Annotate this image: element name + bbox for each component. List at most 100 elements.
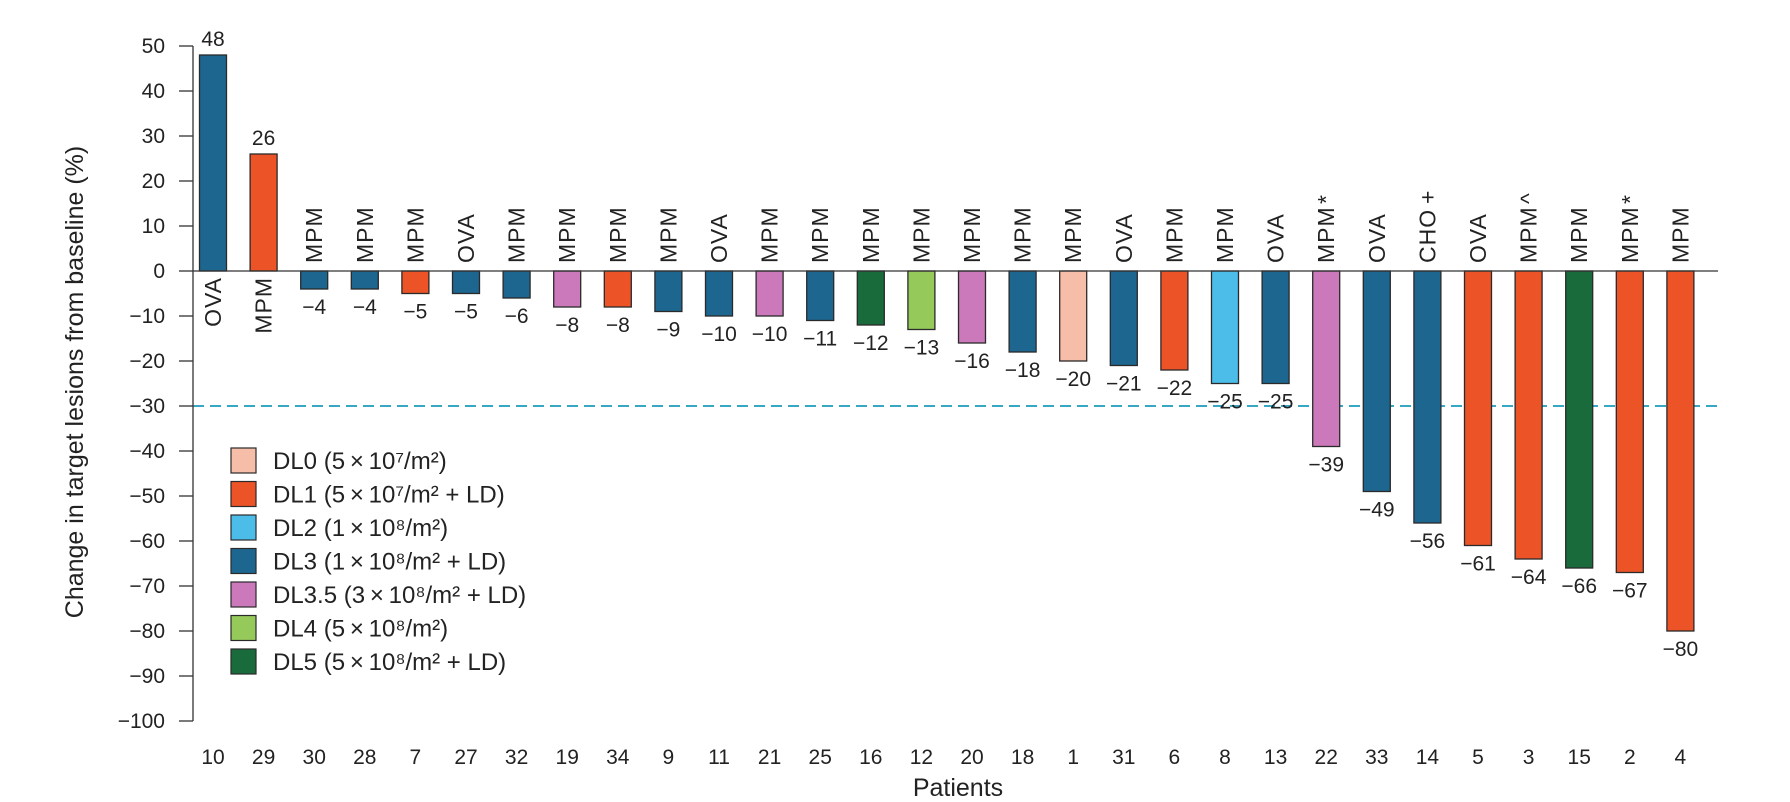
x-tick-label: 8 (1219, 746, 1231, 769)
x-tick-label: 34 (606, 746, 630, 769)
x-tick-label: 30 (303, 746, 326, 769)
y-tick-label: −90 (129, 665, 165, 688)
bar (1059, 270, 1088, 362)
x-tick-label: 11 (708, 746, 730, 769)
bar (704, 270, 734, 317)
data-label: −56 (1410, 530, 1446, 553)
tumor-type-label: MPM (1161, 206, 1187, 263)
bar (654, 270, 683, 313)
tumor-type-label: OVA (1364, 213, 1390, 263)
y-tick-label: 10 (142, 215, 165, 238)
y-tick-label: −10 (129, 305, 165, 328)
tumor-type-label: MPM (757, 206, 783, 263)
x-tick-label: 13 (1264, 746, 1287, 769)
tumor-type-label: OVA (1263, 213, 1289, 263)
significance-marker: + (1414, 190, 1440, 204)
x-tick-label: 20 (960, 746, 983, 769)
bar (1565, 270, 1594, 569)
tumor-type-label: MPM (301, 206, 327, 263)
bar (1160, 270, 1189, 371)
legend-label: DL1 (5 × 10⁷/m² + LD) (273, 482, 505, 509)
bar (451, 270, 481, 295)
x-tick-label: 5 (1472, 746, 1484, 769)
data-label: −10 (752, 323, 788, 346)
legend-swatch (230, 514, 257, 541)
bar (856, 270, 885, 326)
tumor-type-label: MPM (858, 206, 884, 263)
tumor-type-label: MPM (1212, 206, 1238, 263)
legend-swatch (230, 648, 257, 675)
data-label: −8 (555, 314, 579, 337)
significance-marker: * (1617, 194, 1643, 204)
bar (603, 270, 632, 308)
bar (502, 270, 531, 299)
y-tick-label: 0 (153, 260, 165, 283)
data-label: −18 (1005, 359, 1041, 382)
tumor-type-label: MPM (251, 277, 277, 334)
significance-marker: ^ (1516, 192, 1542, 204)
tumor-type-label: OVA (1111, 213, 1137, 263)
bar (755, 270, 784, 317)
legend: DL0 (5 × 10⁷/m²) DL1 (5 × 10⁷/m² + LD) DL2… (230, 447, 526, 676)
bar (1261, 270, 1290, 385)
data-label: −67 (1612, 580, 1648, 603)
tumor-type-label: MPM (1667, 206, 1693, 263)
data-label: −61 (1460, 553, 1496, 576)
x-tick-label: 18 (1011, 746, 1034, 769)
x-tick-label: 25 (809, 746, 832, 769)
legend-swatch (230, 447, 257, 474)
data-label: −16 (954, 350, 990, 373)
y-tick-label: −80 (129, 620, 165, 643)
data-label: 26 (252, 127, 275, 150)
legend-swatch (230, 581, 257, 608)
tumor-type-label: MPM (1617, 206, 1643, 263)
tumor-type-label: MPM (554, 206, 580, 263)
x-tick-label: 2 (1624, 746, 1636, 769)
y-tick-label: −30 (129, 395, 165, 418)
x-tick-label: 29 (252, 746, 275, 769)
tumor-type-label: CHO (1414, 209, 1440, 263)
y-tick-label: −20 (129, 350, 165, 373)
bar (957, 270, 987, 344)
tumor-type-label: MPM (1313, 206, 1339, 263)
x-tick-label: 7 (410, 746, 422, 769)
x-tick-label: 9 (663, 746, 675, 769)
data-label: −25 (1258, 391, 1294, 414)
data-label: −64 (1511, 566, 1547, 589)
bar (300, 270, 329, 290)
axes-layer: 50 40 30 20 10 0 −10 −20 −30 −40 −50 −60 −70 −80 −90 −1… (118, 35, 1718, 733)
bar (198, 54, 228, 272)
bar (1210, 270, 1240, 385)
bar (1615, 270, 1644, 574)
data-label: −22 (1157, 377, 1193, 400)
y-tick-label: 50 (142, 35, 165, 58)
y-tick-label: −50 (129, 485, 165, 508)
tumor-type-label: MPM (908, 206, 934, 263)
x-tick-label: 22 (1315, 746, 1338, 769)
bar (907, 270, 936, 331)
data-label: −5 (403, 301, 427, 324)
legend-label: DL3 (1 × 10⁸/m² + LD) (273, 549, 506, 576)
x-tick-label: 10 (201, 746, 224, 769)
x-tick-label: 1 (1067, 746, 1079, 769)
data-label: −4 (302, 296, 326, 319)
data-label: −25 (1207, 391, 1243, 414)
y-tick-label: 40 (142, 80, 165, 103)
legend-label: DL3.5 (3 × 10⁸/m² + LD) (273, 582, 526, 609)
data-label: −21 (1106, 373, 1142, 396)
bar (1362, 270, 1391, 493)
legend-label: DL4 (5 × 10⁸/m²) (273, 616, 448, 643)
data-label: −20 (1055, 368, 1091, 391)
data-label: −9 (656, 319, 680, 342)
significance-marker: * (1313, 194, 1339, 204)
x-tick-label: 12 (910, 746, 933, 769)
bar (401, 270, 430, 295)
tumor-type-label: MPM (1060, 206, 1086, 263)
tumor-type-label: MPM (1566, 206, 1592, 263)
tumor-type-label: MPM (1516, 206, 1542, 263)
tumor-type-label: OVA (1465, 213, 1491, 263)
tumor-type-label: OVA (200, 277, 226, 327)
bar (249, 153, 278, 272)
